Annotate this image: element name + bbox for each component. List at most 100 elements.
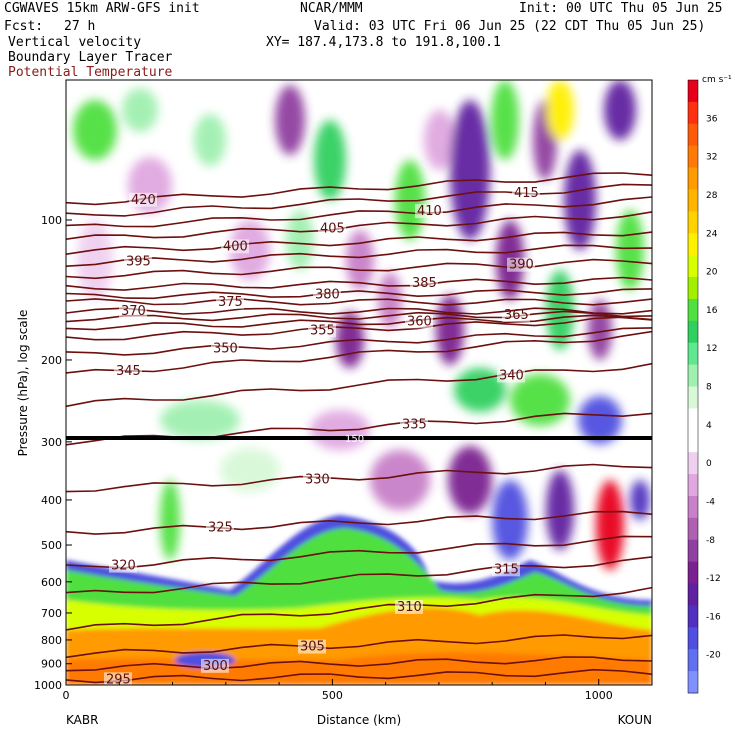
isentrope-label-bg (124, 254, 152, 269)
isentrope-355 (66, 316, 652, 341)
colorbar: 36 32 28 24 20 16 12 8 4 0 -4 -8 -12 -16 -20 (687, 79, 721, 694)
isentrope-label: 295 (106, 672, 131, 687)
isentrope-label: 310 (397, 600, 422, 615)
colorbar-frame (687, 79, 699, 694)
colorbar-swatch (688, 627, 698, 650)
colorbar-label: 36 (706, 114, 718, 124)
colorbar-label: -12 (706, 574, 721, 584)
y-axis-title: Pressure (hPa), log scale (16, 310, 30, 457)
x-tick-label: 500 (322, 689, 343, 702)
isentrope-label-bg (395, 599, 423, 614)
isentrope-350 (66, 327, 652, 356)
colorbar-swatch (688, 211, 698, 234)
colorbar-swatch (688, 605, 698, 628)
isentrope-345 (66, 330, 652, 374)
isentrope-label-bg (298, 639, 326, 654)
isentrope-label-bg (119, 304, 147, 319)
colorbar-swatch (688, 233, 698, 256)
endpoint-right: KOUN (618, 713, 652, 727)
isentrope-415 (66, 183, 652, 217)
tropopause-label: 150 (345, 434, 364, 445)
isentrope-label-bg (415, 204, 443, 219)
colorbar-label: 8 (706, 383, 712, 393)
isentrope-340 (66, 362, 652, 408)
isentrope-label: 325 (208, 521, 233, 536)
vertical-velocity-field: 295 300 305 310 315 320 325 330 335 340 345 350 355 3… (66, 80, 652, 687)
isentrope-label: 410 (417, 204, 442, 219)
colorbar-label: 32 (706, 153, 717, 163)
y-tick-label: 200 (41, 354, 62, 367)
isentrope-label: 335 (402, 418, 427, 433)
colorbar-label: 20 (706, 268, 718, 278)
isentrope-410 (66, 196, 652, 228)
colorbar-swatch (688, 517, 698, 541)
y-tick-label: 500 (41, 539, 62, 552)
y-tick-label: 1000 (34, 679, 62, 692)
y-tick-label: 800 (41, 634, 62, 647)
isentrope-310 (66, 586, 652, 631)
field-vertical-velocity: Vertical velocity (8, 35, 142, 50)
field-boundary-layer-tracer: Boundary Layer Tracer (8, 50, 173, 65)
isentrope-label-bg (497, 368, 525, 383)
colorbar-swatch (688, 101, 698, 125)
pressure-axis: 100 200 300 400 500 600 700 800 900 1000 (34, 214, 72, 692)
colorbar-label: 4 (706, 421, 712, 431)
isentrope-label: 300 (203, 659, 228, 674)
isentrope-300 (66, 656, 652, 672)
colorbar-swatch (688, 561, 698, 585)
colorbar-swatch (688, 583, 698, 606)
colorbar-label: 28 (706, 191, 718, 201)
isentrope-label-bg (211, 341, 239, 356)
colorbar-label: 0 (706, 459, 712, 469)
colorbar-swatch (688, 277, 698, 300)
colorbar-label: -4 (706, 497, 715, 507)
isentrope-315 (66, 556, 652, 594)
colorbar-label: 24 (706, 229, 718, 239)
colorbar-swatch (688, 474, 698, 497)
isentrope-label: 375 (218, 295, 243, 310)
init-time: Init: 00 UTC Thu 05 Jun 25 (519, 1, 723, 16)
y-tick-label: 100 (41, 214, 62, 227)
distance-axis: 0 500 1000 (63, 679, 613, 702)
isentrope-label: 305 (300, 640, 325, 655)
isentrope-contours: 295 300 305 310 315 320 325 330 335 340 345 350 355 3… (66, 172, 652, 687)
cross-section-endpoints: XY= 187.4,173.8 to 191.8,100.1 (266, 35, 501, 50)
colorbar-label: 16 (706, 306, 718, 316)
isentrope-label: 345 (116, 364, 141, 379)
isentrope-label: 355 (310, 323, 335, 338)
x-tick-label: 1000 (585, 689, 613, 702)
y-tick-label: 700 (41, 607, 62, 620)
colorbar-units: cm s⁻¹ (702, 75, 732, 85)
y-tick-label: 400 (41, 494, 62, 507)
isentrope-385 (66, 276, 652, 291)
isentrope-380 (66, 288, 652, 300)
colorbar-swatch (688, 386, 698, 409)
isentrope-label: 320 (111, 559, 136, 574)
isentrope-330 (66, 463, 652, 493)
isentrope-label: 315 (494, 562, 519, 577)
colorbar-swatch (688, 255, 698, 278)
isentrope-label: 365 (504, 308, 529, 323)
isentrope-label-bg (303, 472, 331, 487)
isentrope-label: 360 (407, 314, 432, 329)
isentrope-label: 350 (213, 342, 238, 357)
isentrope-label-bg (114, 364, 142, 379)
isentrope-360 (66, 314, 652, 331)
model-title: CGWAVES 15km ARW-GFS init (4, 1, 200, 16)
isentrope-label: 380 (315, 287, 340, 302)
isentrope-370 (66, 307, 652, 315)
colorbar-label: 12 (706, 344, 717, 354)
isentrope-label-bg (216, 294, 244, 309)
isentrope-420 (66, 172, 652, 206)
isentrope-label-bg (201, 658, 229, 673)
isentrope-label: 330 (305, 472, 330, 487)
isentrope-label-bg (129, 192, 157, 207)
isentrope-label-bg (512, 185, 540, 200)
x-tick-label: 0 (63, 689, 70, 702)
colorbar-swatch (688, 408, 698, 431)
isentrope-label-bg (104, 672, 132, 685)
isentrope-label-bg (313, 287, 341, 302)
isentrope-label: 420 (131, 193, 156, 208)
isentrope-label-bg (400, 417, 428, 432)
